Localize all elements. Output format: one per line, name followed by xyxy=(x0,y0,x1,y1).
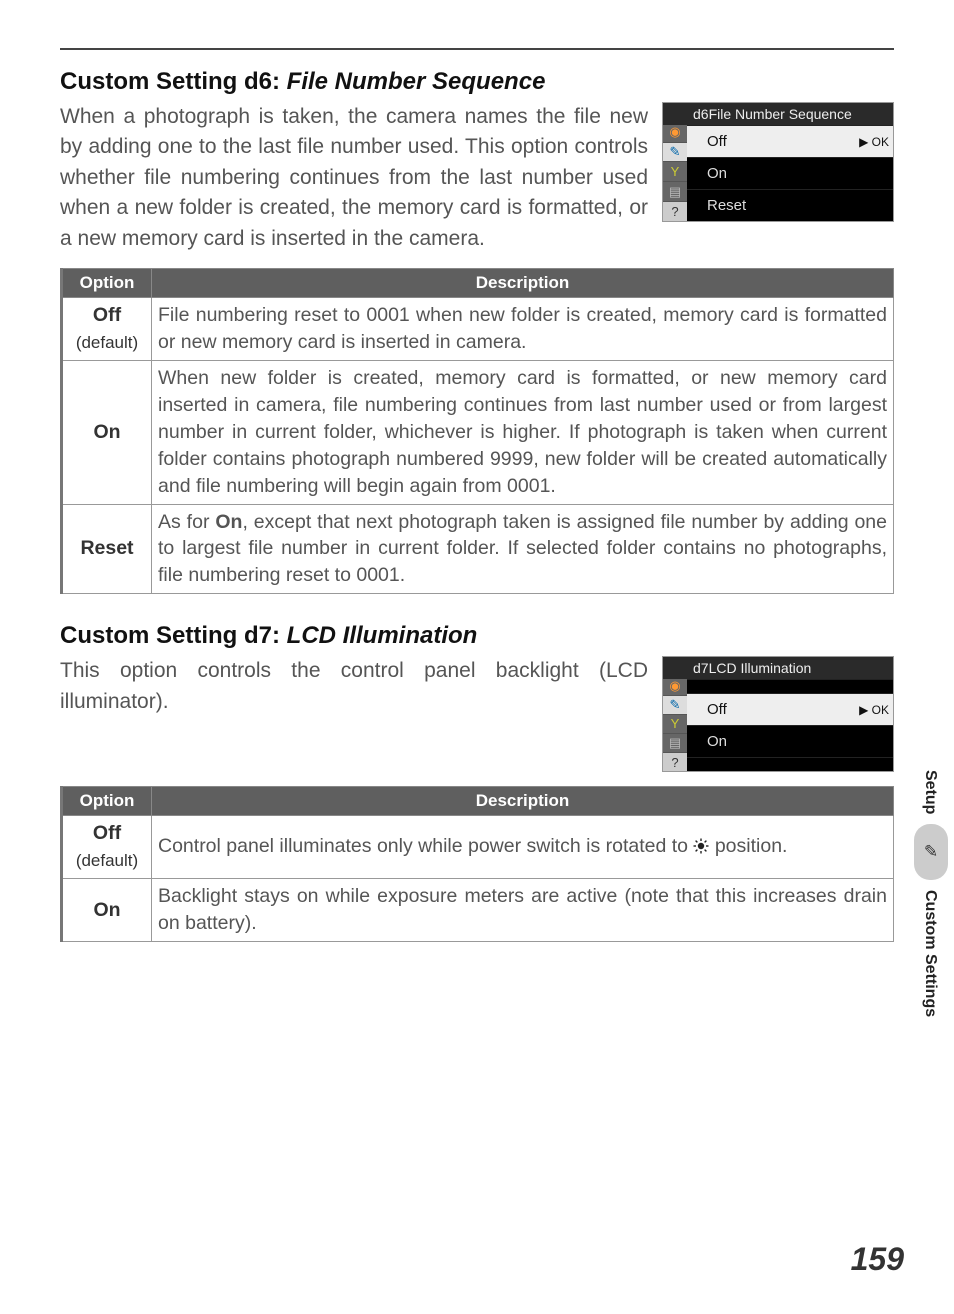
opt-off: Off (default) xyxy=(62,298,152,361)
camera-icon: ◉ xyxy=(663,676,687,695)
desc-post: , except that next photograph taken is a… xyxy=(158,511,887,587)
table-row: Off (default) File numbering reset to 00… xyxy=(62,298,894,361)
d6-body-text: When a photograph is taken, the camera n… xyxy=(60,102,648,254)
side-label-setup: Setup xyxy=(921,770,939,814)
menu-item-label: Reset xyxy=(707,197,746,214)
d7-menu-item-off[interactable]: Off ▶ OK xyxy=(687,693,893,725)
table-row: Reset As for On, except that next photog… xyxy=(62,504,894,594)
desc-reset: As for On, except that next photograph t… xyxy=(152,504,894,594)
desc-off: Control panel illuminates only while pow… xyxy=(152,816,894,879)
card-icon: ▤ xyxy=(663,734,687,753)
desc-post: position. xyxy=(709,835,787,857)
d7-menu-options: Off ▶ OK On xyxy=(687,679,893,771)
ok-indicator: ▶ OK xyxy=(859,135,889,149)
page-number: 159 xyxy=(851,1241,904,1278)
d6-menu-item-on[interactable]: On xyxy=(687,157,893,189)
d7-options-table: Option Description Off (default) Control… xyxy=(60,786,894,942)
d7-menu-screenshot: ▸ ◉ ✎ Y ▤ ? d7LCD Illumination Off ▶ OK … xyxy=(662,656,894,772)
d6-options-table: Option Description Off (default) File nu… xyxy=(60,268,894,594)
camera-icon: ◉ xyxy=(663,123,687,143)
pencil-icon: ✎ xyxy=(663,143,687,163)
ok-text: OK xyxy=(872,703,889,717)
desc-on: Backlight stays on while exposure meters… xyxy=(152,879,894,942)
opt-sub: (default) xyxy=(76,333,138,352)
d6-heading-prefix: Custom Setting d6: xyxy=(60,68,287,95)
opt-label: On xyxy=(69,419,145,446)
menu-item-label: Off xyxy=(707,133,727,150)
ok-indicator: ▶ OK xyxy=(859,703,889,717)
col-description: Description xyxy=(152,269,894,298)
d6-menu-title: d6File Number Sequence xyxy=(663,103,893,125)
opt-off: Off (default) xyxy=(62,816,152,879)
d6-menu-item-off[interactable]: Off ▶ OK xyxy=(687,125,893,157)
section-d6-title: Custom Setting d6: File Number Sequence xyxy=(60,68,894,96)
table-row: On Backlight stays on while exposure met… xyxy=(62,879,894,942)
opt-label: On xyxy=(69,897,145,924)
table-header-row: Option Description xyxy=(62,269,894,298)
d7-menu-item-on[interactable]: On xyxy=(687,725,893,757)
section-d7-title: Custom Setting d7: LCD Illumination xyxy=(60,622,894,650)
side-pill-icon: ✎ xyxy=(914,824,948,880)
table-header-row: Option Description xyxy=(62,787,894,816)
help-icon: ? xyxy=(663,753,687,771)
d7-heading-prefix: Custom Setting d7: xyxy=(60,622,287,649)
table-row: On When new folder is created, memory ca… xyxy=(62,361,894,505)
d6-menu-screenshot: ▸ ◉ ✎ Y ▤ ? d6File Number Sequence Off ▶… xyxy=(662,102,894,222)
opt-label: Reset xyxy=(69,535,145,562)
desc-off: File numbering reset to 0001 when new fo… xyxy=(152,298,894,361)
d7-heading-italic: LCD Illumination xyxy=(287,622,478,649)
d7-body-row: This option controls the control panel b… xyxy=(60,656,894,772)
desc-pre: As for xyxy=(158,511,215,533)
pencil-icon: ✎ xyxy=(924,842,938,862)
pencil-icon: ✎ xyxy=(663,696,687,715)
desc-on: When new folder is created, memory card … xyxy=(152,361,894,505)
menu-item-label: On xyxy=(707,733,727,750)
card-icon: ▤ xyxy=(663,182,687,202)
menu-item-label: Off xyxy=(707,701,727,718)
ok-text: OK xyxy=(872,135,889,149)
table-row: Off (default) Control panel illuminates … xyxy=(62,816,894,879)
col-description: Description xyxy=(152,787,894,816)
retouch-icon: Y xyxy=(663,715,687,734)
opt-on: On xyxy=(62,361,152,505)
desc-pre: Control panel illuminates only while pow… xyxy=(158,835,693,857)
col-option: Option xyxy=(62,787,152,816)
opt-label: Off xyxy=(69,302,145,329)
menu-spacer xyxy=(687,679,893,693)
opt-sub: (default) xyxy=(76,851,138,870)
desc-bold: On xyxy=(215,511,242,533)
opt-reset: Reset xyxy=(62,504,152,594)
d7-menu-title: d7LCD Illumination xyxy=(663,657,893,679)
d6-menu-options: Off ▶ OK On Reset xyxy=(687,125,893,221)
bulb-icon xyxy=(693,835,709,862)
retouch-icon: Y xyxy=(663,162,687,182)
side-tab: Setup ✎ Custom Settings xyxy=(914,770,954,1018)
opt-on: On xyxy=(62,879,152,942)
manual-page: Custom Setting d6: File Number Sequence … xyxy=(0,0,954,1314)
top-rule xyxy=(60,48,894,50)
opt-label: Off xyxy=(69,820,145,847)
d6-body-row: When a photograph is taken, the camera n… xyxy=(60,102,894,254)
d7-body-text: This option controls the control panel b… xyxy=(60,656,648,717)
col-option: Option xyxy=(62,269,152,298)
menu-item-label: On xyxy=(707,165,727,182)
help-icon: ? xyxy=(663,202,687,221)
side-label-custom: Custom Settings xyxy=(921,890,939,1017)
d6-heading-italic: File Number Sequence xyxy=(287,68,546,95)
menu-spacer xyxy=(687,757,893,771)
d6-menu-item-reset[interactable]: Reset xyxy=(687,189,893,221)
